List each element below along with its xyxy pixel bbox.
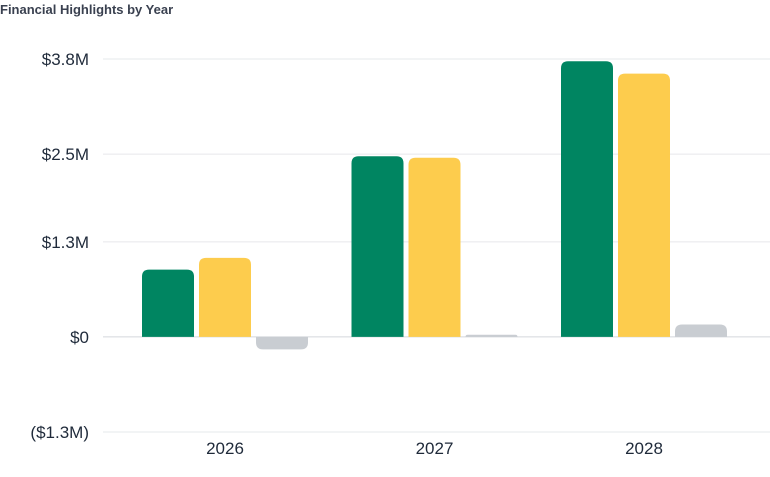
bar: [351, 156, 404, 337]
bar: [199, 257, 251, 337]
y-tick-label: $0: [70, 328, 89, 347]
bar: [142, 269, 194, 337]
x-tick-label: 2027: [416, 439, 454, 458]
x-tick-label: 2028: [625, 439, 663, 458]
y-tick-label: $3.8M: [42, 50, 89, 69]
bar: [561, 61, 613, 337]
chart-title: Financial Highlights by Year: [0, 2, 174, 17]
bar: [618, 73, 670, 337]
x-tick-label: 2026: [206, 439, 244, 458]
bar: [256, 336, 308, 350]
y-tick-label: $1.3M: [42, 233, 89, 252]
bar: [465, 334, 518, 337]
y-tick-label: $2.5M: [42, 145, 89, 164]
y-axis-ticks: $3.8M $2.5M $1.3M $0 ($1.3M): [30, 50, 89, 442]
y-tick-label: ($1.3M): [30, 423, 89, 442]
bars: [142, 61, 727, 350]
bar: [408, 157, 461, 337]
bar: [675, 324, 727, 337]
x-axis-ticks: 2026 2027 2028: [206, 439, 663, 458]
